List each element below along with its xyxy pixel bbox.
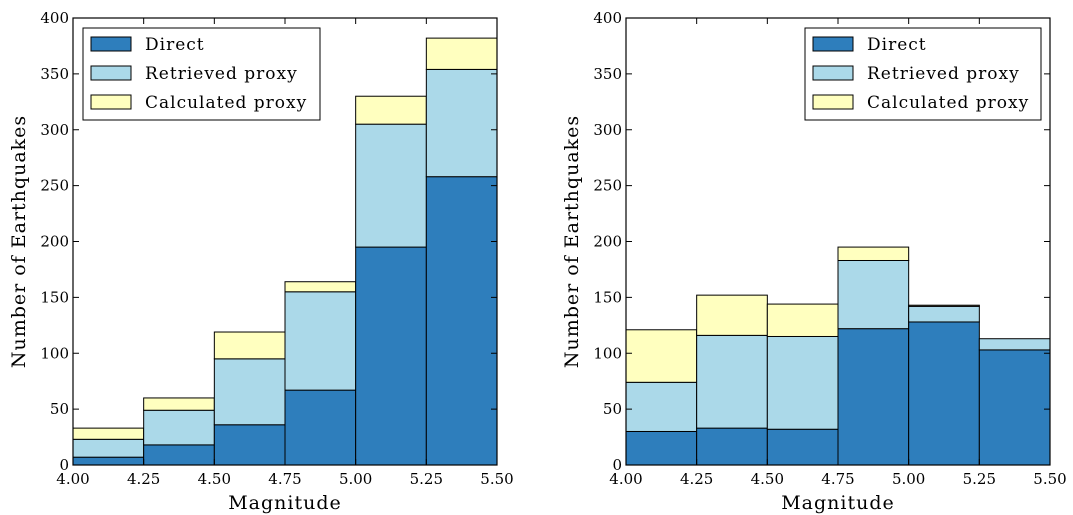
x-tick-label: 4.00 <box>609 470 642 488</box>
legend-label-direct: Direct <box>145 35 205 55</box>
legend: Direct Retrieved proxy Calculated proxy <box>804 27 1042 121</box>
legend-swatch-retrieved <box>90 65 132 81</box>
legend-swatch-direct <box>90 36 132 52</box>
bar-direct-bin-4 <box>837 328 910 466</box>
legend-label-direct: Direct <box>867 35 927 55</box>
y-axis-label: Number of Earthquakes <box>561 115 583 368</box>
y-tick-label: 150 <box>593 288 622 306</box>
bar-retrieved-bin-3 <box>766 335 839 430</box>
legend-label-calculated: Calculated proxy <box>867 93 1029 113</box>
bar-direct-bin-3 <box>766 428 839 466</box>
x-tick-label: 5.50 <box>480 470 513 488</box>
bar-direct-bin-1 <box>625 430 698 466</box>
bar-calculated-bin-3 <box>213 331 286 360</box>
bar-calculated-bin-5 <box>908 304 980 307</box>
y-tick-label: 200 <box>40 233 69 251</box>
legend-swatch-calculated <box>90 94 132 110</box>
legend-swatch-direct <box>812 36 854 52</box>
y-tick-label: 300 <box>40 121 69 139</box>
bar-retrieved-bin-3 <box>213 358 286 426</box>
x-ticks: 4.00 4.25 4.50 4.75 5.00 5.25 5.50 <box>609 18 1067 488</box>
bar-calculated-bin-2 <box>143 397 215 411</box>
bar-direct-bin-3 <box>213 424 286 466</box>
bar-calculated-bin-1 <box>72 427 145 440</box>
y-ticks: 0 50 100 150 200 250 300 350 400 <box>593 9 1050 474</box>
y-tick-label: 250 <box>593 177 622 195</box>
x-tick-label: 4.25 <box>680 470 713 488</box>
x-tick-label: 4.50 <box>751 470 784 488</box>
bar-calculated-bin-2 <box>696 294 768 336</box>
y-tick-label: 300 <box>593 121 622 139</box>
legend-label-calculated: Calculated proxy <box>145 93 307 113</box>
legend-swatch-calculated <box>812 94 854 110</box>
bar-direct-bin-6 <box>978 349 1051 466</box>
bar-direct-bin-2 <box>696 427 768 466</box>
x-axis-label: Magnitude <box>228 492 342 514</box>
x-tick-label: 4.00 <box>56 470 89 488</box>
y-tick-label: 50 <box>50 400 69 418</box>
x-tick-label: 4.25 <box>127 470 160 488</box>
bar-retrieved-bin-1 <box>625 381 698 432</box>
x-axis-label: Magnitude <box>781 492 895 514</box>
bar-calculated-bin-1 <box>625 329 698 383</box>
bar-direct-bin-5 <box>908 321 980 466</box>
bar-direct-bin-5 <box>355 246 427 466</box>
bar-retrieved-bin-4 <box>837 259 910 330</box>
y-tick-label: 350 <box>593 65 622 83</box>
y-tick-label: 50 <box>603 400 622 418</box>
x-tick-label: 4.75 <box>821 470 854 488</box>
x-tick-label: 5.25 <box>410 470 443 488</box>
bars <box>72 37 498 466</box>
bar-direct-bin-2 <box>143 444 215 466</box>
x-tick-label: 4.75 <box>268 470 301 488</box>
y-axis-label: Number of Earthquakes <box>8 115 30 368</box>
bar-retrieved-bin-5 <box>908 305 980 323</box>
bar-retrieved-bin-6 <box>978 338 1051 351</box>
y-tick-label: 0 <box>612 456 622 474</box>
chart-panel-1: 4.00 4.25 4.50 4.75 5.00 5.25 5.50 0 50 100 150 200… <box>8 9 514 514</box>
y-tick-label: 100 <box>593 344 622 362</box>
bars <box>625 246 1051 466</box>
bar-calculated-bin-4 <box>284 281 357 293</box>
bar-retrieved-bin-2 <box>143 409 215 446</box>
y-tick-label: 0 <box>59 456 69 474</box>
bar-calculated-bin-4 <box>837 246 910 261</box>
x-tick-label: 4.50 <box>198 470 231 488</box>
x-tick-label: 5.25 <box>963 470 996 488</box>
bar-retrieved-bin-1 <box>72 438 145 458</box>
x-ticks: 4.00 4.25 4.50 4.75 5.00 5.25 5.50 <box>56 18 514 488</box>
y-tick-label: 250 <box>40 177 69 195</box>
bar-retrieved-bin-6 <box>425 68 498 178</box>
legend-swatch-retrieved <box>812 65 854 81</box>
y-tick-label: 100 <box>40 344 69 362</box>
bar-calculated-bin-3 <box>766 303 839 337</box>
bar-retrieved-bin-5 <box>355 123 427 248</box>
bar-direct-bin-4 <box>284 389 357 466</box>
y-tick-label: 350 <box>40 65 69 83</box>
bar-direct-bin-6 <box>425 176 498 466</box>
y-tick-label: 200 <box>593 233 622 251</box>
y-tick-label: 400 <box>40 9 69 27</box>
y-tick-label: 400 <box>593 9 622 27</box>
bar-calculated-bin-5 <box>355 95 427 125</box>
y-tick-label: 150 <box>40 288 69 306</box>
bar-retrieved-bin-2 <box>696 334 768 429</box>
chart-panel-2: 4.00 4.25 4.50 4.75 5.00 5.25 5.50 0 50 100 150 200… <box>561 9 1067 514</box>
x-tick-label: 5.00 <box>892 470 925 488</box>
bar-direct-bin-1 <box>72 456 145 466</box>
legend-label-retrieved: Retrieved proxy <box>867 64 1020 84</box>
x-tick-label: 5.50 <box>1033 470 1066 488</box>
x-tick-label: 5.00 <box>339 470 372 488</box>
legend: Direct Retrieved proxy Calculated proxy <box>82 27 321 121</box>
bar-calculated-bin-6 <box>425 37 498 70</box>
legend-label-retrieved: Retrieved proxy <box>145 64 298 84</box>
y-ticks: 0 50 100 150 200 250 300 350 400 <box>40 9 497 474</box>
bar-retrieved-bin-4 <box>284 291 357 391</box>
